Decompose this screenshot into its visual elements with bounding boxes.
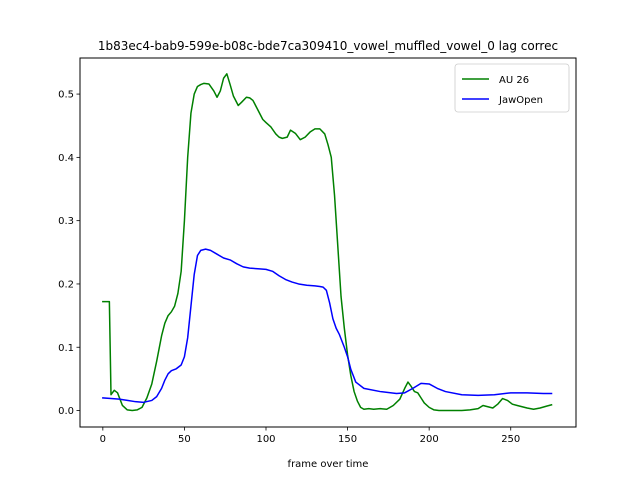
x-tick-label: 100 [256,434,275,445]
x-axis-label: frame over time [288,459,369,470]
legend-label: AU 26 [499,75,529,86]
x-tick-label: 50 [178,434,191,445]
series-line-au-26 [102,73,553,412]
chart-title: 1b83ec4-bab9-599e-b08c-bde7ca309410_vowe… [98,39,558,53]
y-tick-label: 0.4 [58,153,74,164]
plot-area [102,73,553,412]
legend-box [454,63,570,113]
y-axis: 0.0 0.1 0.2 0.3 0.4 0.5 [58,90,80,417]
legend: AU 26 JawOpen [454,63,570,113]
axes-frame [79,57,577,428]
y-tick-label: 0.5 [58,90,74,101]
y-tick-label: 0.3 [58,216,74,227]
x-tick-label: 250 [501,434,520,445]
x-tick-label: 200 [420,434,439,445]
series-line-jawopen [102,248,553,404]
y-tick-label: 0.0 [58,406,74,417]
x-tick-label: 150 [338,434,357,445]
legend-label: JawOpen [498,95,543,106]
y-tick-label: 0.1 [58,343,74,354]
y-tick-label: 0.2 [58,279,74,290]
x-axis: 0 50 100 150 200 250 [100,427,520,445]
x-tick-label: 0 [100,434,106,445]
